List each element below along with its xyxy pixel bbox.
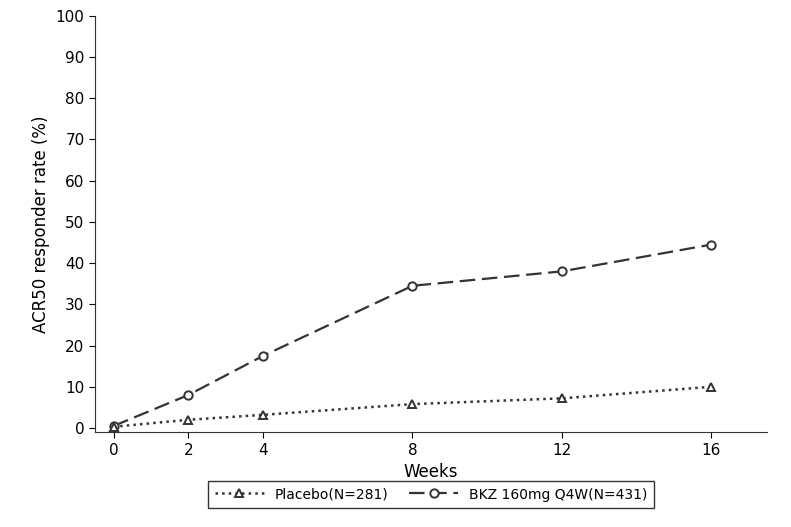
- Y-axis label: ACR50 responder rate (%): ACR50 responder rate (%): [32, 115, 50, 333]
- Legend: Placebo(N=281), BKZ 160mg Q4W(N=431): Placebo(N=281), BKZ 160mg Q4W(N=431): [208, 481, 654, 509]
- X-axis label: Weeks: Weeks: [404, 463, 458, 481]
